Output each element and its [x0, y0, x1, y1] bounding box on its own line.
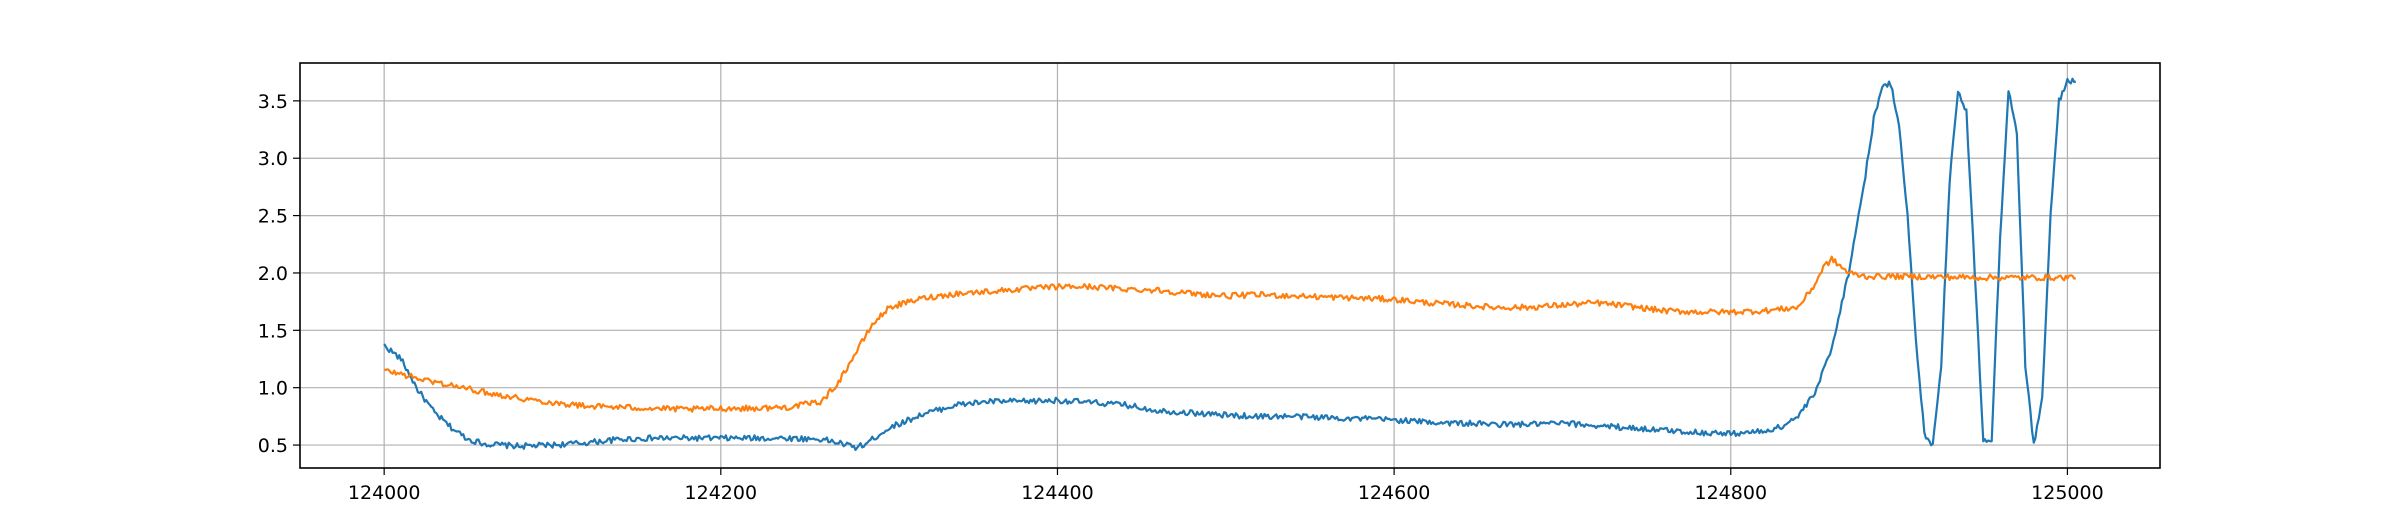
x-tick-label: 125000	[2031, 482, 2104, 504]
y-tick-label: 3.5	[258, 91, 288, 113]
y-axis: 0.5 1.0 1.5 2.0 2.5 3.0 3.5	[258, 91, 300, 457]
x-tick-label: 124000	[348, 482, 421, 504]
data-series	[383, 77, 2077, 451]
y-tick-label: 0.5	[258, 435, 288, 457]
y-tick-label: 1.5	[258, 320, 288, 342]
y-tick-label: 2.0	[258, 263, 288, 285]
x-tick-label: 124400	[1021, 482, 1094, 504]
series-line-0	[383, 77, 2077, 451]
y-tick-label: 3.0	[258, 148, 288, 170]
plot-area-frame	[299, 62, 2161, 469]
x-tick-label: 124200	[685, 482, 758, 504]
x-tick-label: 124600	[1358, 482, 1431, 504]
y-tick-label: 1.0	[258, 378, 288, 400]
x-tick-label: 124800	[1695, 482, 1768, 504]
y-tick-label: 2.5	[258, 206, 288, 228]
x-axis: 124000 124200 124400 124600 124800 125000	[348, 468, 2104, 504]
series-line-1	[383, 255, 2076, 413]
